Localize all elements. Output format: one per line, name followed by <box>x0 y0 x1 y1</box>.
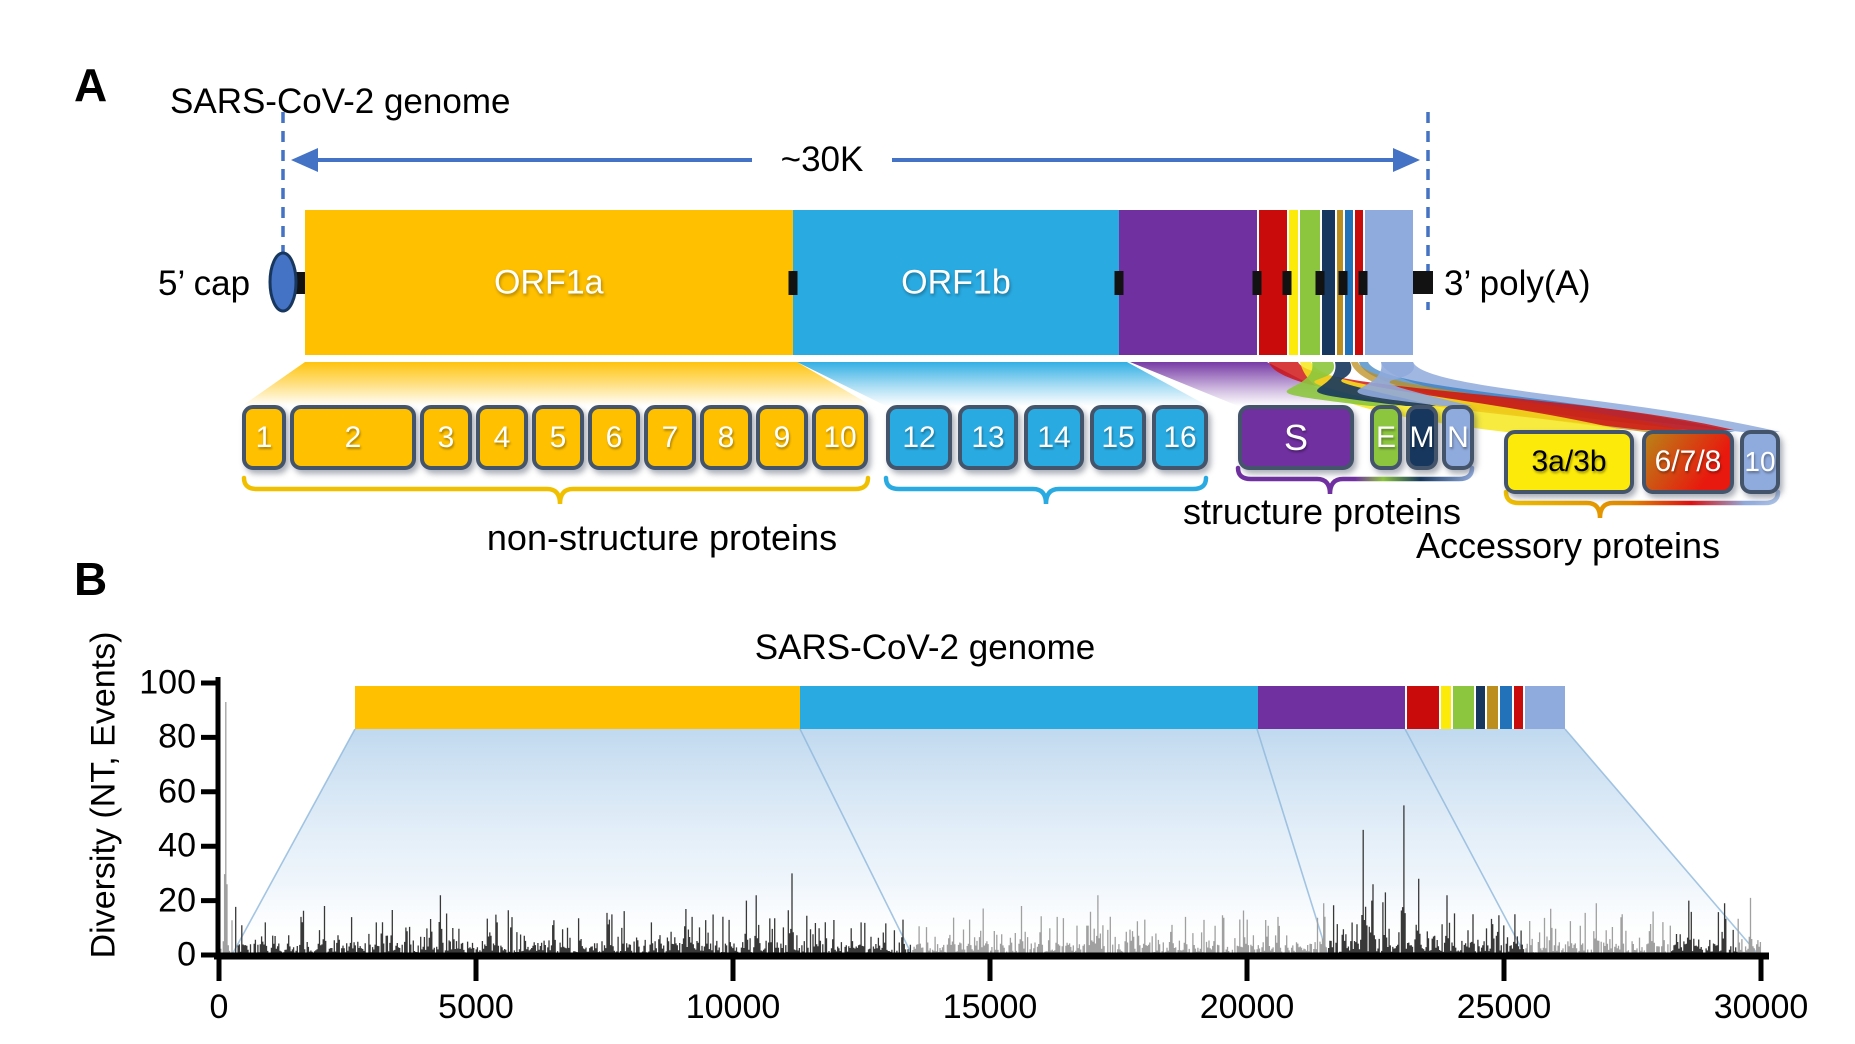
three-prime-stub <box>1412 271 1433 294</box>
junction-notch <box>1282 270 1292 295</box>
genome-segment-label: ORF1a <box>493 263 604 301</box>
genome-segment-seg-blue <box>1498 686 1512 729</box>
nsp-box-5: 5 <box>532 405 584 470</box>
structural-group-label: structure proteins <box>1182 491 1462 532</box>
orf1b-funnel <box>797 362 1208 406</box>
nsp-box-9: 9 <box>756 405 808 470</box>
genome-extent-dashed-lines <box>281 112 1430 310</box>
y-tick-label: 100 <box>139 663 196 702</box>
genome-segment-label: ORF1b <box>901 263 1011 301</box>
junction-notch <box>1338 270 1348 295</box>
structural-box-S: S <box>1238 405 1354 470</box>
genome-segment-seg-red-2 <box>1511 686 1523 729</box>
x-tick-label: 25000 <box>1456 988 1552 1026</box>
five-prime-cap-glyph <box>268 251 309 313</box>
panel-b-letter: B <box>74 553 108 605</box>
x-tick-label: 20000 <box>1199 988 1295 1026</box>
nsp-box-12: 12 <box>886 405 952 470</box>
accessory-group-label: Accessory proteins <box>1415 525 1721 566</box>
panel-a-title: SARS-CoV-2 genome <box>170 82 511 121</box>
genome-segment-seg-green <box>1297 210 1320 355</box>
nsp-box-16: 16 <box>1152 405 1208 470</box>
accessory-box-10: 10 <box>1740 430 1780 494</box>
panel-a-letter: A <box>74 59 108 111</box>
nsp-box-10: 10 <box>812 405 868 470</box>
genome-segment-orf1b: ORF1b <box>792 210 1120 355</box>
structural-box-E: E <box>1370 405 1402 470</box>
plot-axes <box>201 677 1769 981</box>
genome-segment-spike <box>1119 210 1257 355</box>
structural-box-N: N <box>1442 405 1474 470</box>
junction-notch <box>1252 270 1262 295</box>
five-prime-cap-label: 5’ cap <box>158 264 251 303</box>
junction-notch <box>1315 270 1325 295</box>
structural-box-M: M <box>1406 405 1438 470</box>
y-tick-label: 0 <box>177 935 196 974</box>
nsp-group-label: non-structure proteins <box>486 517 838 558</box>
nsp-box-15: 15 <box>1090 405 1146 470</box>
nsp-box-3: 3 <box>420 405 472 470</box>
genome-segment-orf1a <box>355 686 801 729</box>
genome-minimap-bar <box>355 686 1565 729</box>
y-tick-label: 80 <box>158 717 196 756</box>
genome-segment-orf1a: ORF1a <box>305 210 793 355</box>
x-tick-label: 5000 <box>438 988 514 1026</box>
x-tick-label: 0 <box>209 988 229 1026</box>
group-brackets <box>241 465 1781 519</box>
x-tick-label: 15000 <box>942 988 1038 1026</box>
nsp-box-1: 1 <box>242 405 286 470</box>
genome-segment-seg-green <box>1451 686 1475 729</box>
nsp-box-2: 2 <box>290 405 416 470</box>
x-tick-label: 10000 <box>685 988 781 1026</box>
y-tick-label: 60 <box>158 772 196 811</box>
x-tick-label: 30000 <box>1713 988 1809 1026</box>
nsp-box-14: 14 <box>1024 405 1084 470</box>
accessory-box-6-7-8: 6/7/8 <box>1642 430 1734 494</box>
plot-funnel <box>232 728 1758 954</box>
junction-notch <box>1358 270 1368 295</box>
genome-segment-orf1b <box>800 686 1258 729</box>
nsp-box-8: 8 <box>700 405 752 470</box>
genome-segment-seg-olive <box>1485 686 1499 729</box>
genome-length-arrow <box>291 148 1420 172</box>
genome-segment-seg-red-2 <box>1353 210 1364 355</box>
nsp-box-13: 13 <box>958 405 1018 470</box>
accessory-box-3a-3b: 3a/3b <box>1504 430 1634 494</box>
three-prime-polya-label: 3’ poly(A) <box>1444 264 1591 303</box>
y-tick-label: 20 <box>158 881 196 920</box>
junction-notch <box>1114 270 1124 295</box>
nsp-box-7: 7 <box>644 405 696 470</box>
genome-length-label: ~30K <box>766 140 878 180</box>
genome-segment-seg-red-1 <box>1405 686 1440 729</box>
genome-segment-spike <box>1257 686 1406 729</box>
genome-segment-seg-navy <box>1474 686 1486 729</box>
genome-bar: ORF1a ORF1b <box>305 210 1413 355</box>
genome-segment-seg-lavender <box>1522 686 1565 729</box>
y-axis-label: Diversity (NT, Events) <box>84 631 123 959</box>
junction-notch <box>788 270 798 295</box>
panel-b-title: SARS-CoV-2 genome <box>754 628 1096 667</box>
nsp-box-6: 6 <box>588 405 640 470</box>
orf1a-funnel <box>242 362 872 406</box>
y-tick-label: 40 <box>158 826 196 865</box>
genome-segment-seg-yellow <box>1439 686 1452 729</box>
nsp-box-4: 4 <box>476 405 528 470</box>
genome-segment-seg-lavender <box>1363 210 1413 355</box>
